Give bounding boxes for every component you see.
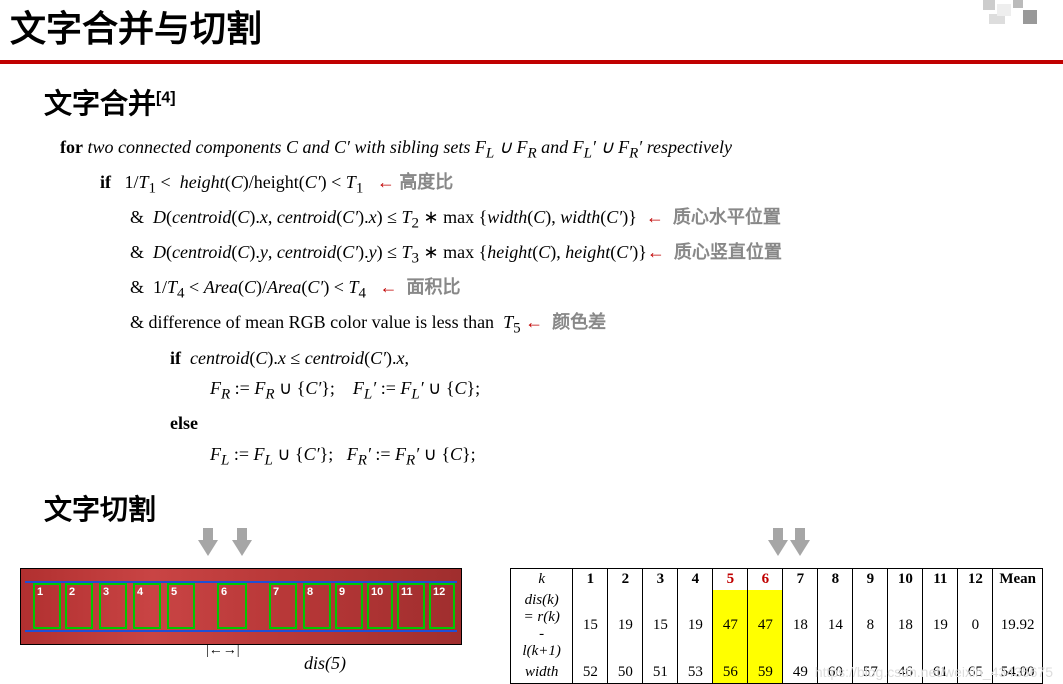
table-cell: 56 — [713, 662, 748, 684]
letter-box: 8 — [303, 583, 331, 629]
algo-inner-if: if centroid(C).x ≤ centroid(C′).x, — [60, 343, 1063, 374]
letter-box: 5 — [167, 583, 195, 629]
table-cell: 15 — [643, 590, 678, 662]
dimension-marks: |←→| — [206, 643, 240, 659]
letter-box: 11 — [397, 583, 425, 629]
algo-centroid-y: & D(centroid(C).y, centroid(C′).y) ≤ T3 … — [60, 237, 1063, 272]
table-cell: 8 — [853, 590, 888, 662]
letter-box: 1 — [33, 583, 61, 629]
letter-box: 6 — [217, 583, 247, 629]
table-header-mean: Mean — [993, 568, 1043, 590]
algorithm-block: for two connected components C and C′ wi… — [0, 132, 1063, 474]
table-arrows — [768, 540, 810, 556]
photo-arrows — [198, 540, 252, 556]
letter-box: 12 — [429, 583, 455, 629]
section-title-cut: 文字切割 — [0, 488, 1063, 528]
table-cell: 2 — [608, 568, 643, 590]
annot-centroid-y: 质心竖直位置 — [674, 242, 782, 262]
down-arrow-icon — [790, 540, 810, 556]
table-row-header: dis(k) = r(k) - l(k+1) — [511, 590, 573, 662]
baseline-bottom — [25, 630, 457, 632]
merge-citation: [4] — [156, 90, 176, 107]
table-header-k: k — [511, 568, 573, 590]
table-cell: 14 — [818, 590, 853, 662]
table-cell: 9 — [853, 568, 888, 590]
algo-if-height: if 1/T1 < height(C)/height(C′) < T1 ← 高度… — [60, 167, 1063, 202]
table-cell: 3 — [643, 568, 678, 590]
algo-rgb: & difference of mean RGB color value is … — [60, 307, 1063, 342]
cut-row: 123456789101112 |←→| dis(5) k12345678910… — [0, 538, 1063, 684]
arrow-icon: ← — [377, 172, 395, 192]
table-cell: 4 — [678, 568, 713, 590]
arrow-icon: ← — [646, 207, 664, 227]
table-cell: 59 — [748, 662, 783, 684]
algo-centroid-x: & D(centroid(C).x, centroid(C′).x) ≤ T2 … — [60, 202, 1063, 237]
pixelated-logo — [983, 0, 1043, 34]
table-cell: 50 — [608, 662, 643, 684]
table-cell: 18 — [783, 590, 818, 662]
merge-title-text: 文字合并 — [44, 88, 156, 119]
annot-height-ratio: 高度比 — [399, 172, 453, 192]
down-arrow-icon — [198, 540, 218, 556]
letter-box: 7 — [269, 583, 297, 629]
photo-column: 123456789101112 |←→| dis(5) — [20, 538, 470, 674]
table-cell: 19 — [678, 590, 713, 662]
arrow-icon: ← — [525, 312, 543, 332]
algo-else: else — [60, 408, 1063, 439]
table-cell: 51 — [643, 662, 678, 684]
table-row-header: width — [511, 662, 573, 684]
table-cell: 47 — [748, 590, 783, 662]
table-cell: 1 — [573, 568, 608, 590]
table-cell: 19 — [608, 590, 643, 662]
table-cell: 0 — [958, 590, 993, 662]
letter-box: 10 — [367, 583, 393, 629]
table-cell: 8 — [818, 568, 853, 590]
watermark: https://blog.csdn.net/weixin_43435675 — [815, 664, 1053, 680]
down-arrow-icon — [232, 540, 252, 556]
table-cell: 49 — [783, 662, 818, 684]
table-cell: 5 — [713, 568, 748, 590]
table-cell-mean: 19.92 — [993, 590, 1043, 662]
annot-area-ratio: 面积比 — [406, 277, 460, 297]
down-arrow-icon — [768, 540, 788, 556]
table-cell: 6 — [748, 568, 783, 590]
algo-assign-1: FR := FR ∪ {C′}; FL′ := FL′ ∪ {C}; — [60, 373, 1063, 408]
arrow-icon: ← — [647, 242, 665, 262]
table-cell: 7 — [783, 568, 818, 590]
annot-color-diff: 颜色差 — [552, 312, 606, 332]
letter-box: 4 — [133, 583, 161, 629]
annot-centroid-x: 质心水平位置 — [673, 207, 781, 227]
table-cell: 52 — [573, 662, 608, 684]
table-cell: 11 — [923, 568, 958, 590]
algo-assign-2: FL := FL ∪ {C′}; FR′ := FR′ ∪ {C}; — [60, 439, 1063, 474]
arrow-icon: ← — [379, 277, 397, 297]
table-cell: 10 — [888, 568, 923, 590]
sample-photo: 123456789101112 — [20, 568, 462, 645]
letter-box: 3 — [99, 583, 127, 629]
table-cell: 12 — [958, 568, 993, 590]
table-cell: 53 — [678, 662, 713, 684]
section-title-merge: 文字合并[4] — [0, 82, 1063, 122]
algo-for-line: for two connected components C and C′ wi… — [60, 132, 1063, 167]
table-cell: 19 — [923, 590, 958, 662]
letter-box: 9 — [335, 583, 363, 629]
table-cell: 18 — [888, 590, 923, 662]
table-cell: 47 — [713, 590, 748, 662]
letter-box: 2 — [65, 583, 93, 629]
table-column: k123456789101112Meandis(k) = r(k) - l(k+… — [510, 538, 1043, 684]
algo-area: & 1/T4 < Area(C)/Area(C′) < T4 ← 面积比 — [60, 272, 1063, 307]
table-cell: 15 — [573, 590, 608, 662]
main-title: 文字合并与切割 — [0, 0, 1063, 64]
